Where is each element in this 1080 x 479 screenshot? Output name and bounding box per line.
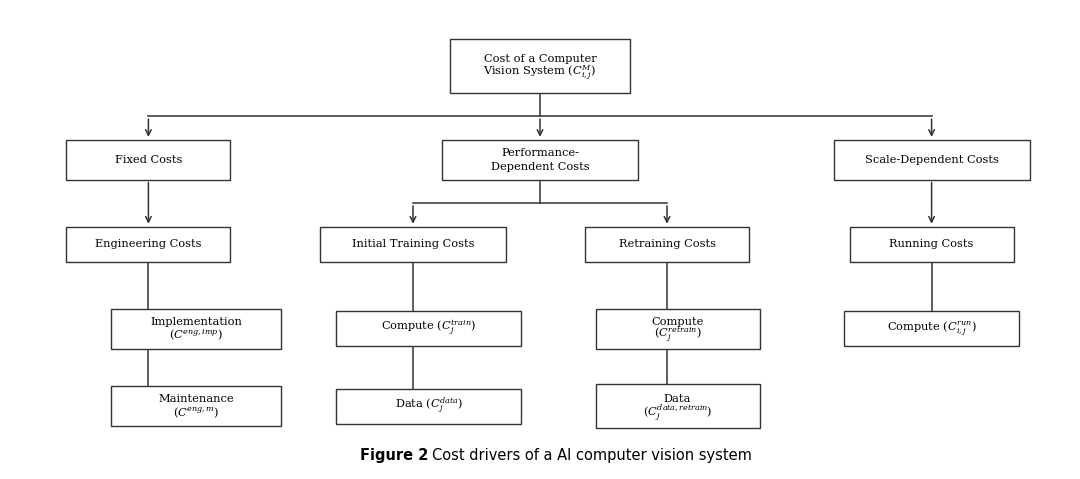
Bar: [845, 311, 1018, 346]
Text: Compute ($C_j^{train}$): Compute ($C_j^{train}$): [381, 319, 476, 338]
Text: Performance-: Performance-: [501, 148, 579, 158]
Text: Initial Training Costs: Initial Training Costs: [352, 239, 474, 249]
Text: Cost of a Computer: Cost of a Computer: [484, 54, 596, 64]
Bar: [336, 388, 522, 424]
Text: ($C_j^{data,retrain}$): ($C_j^{data,retrain}$): [643, 402, 713, 424]
Text: Figure 2: Figure 2: [360, 448, 429, 463]
Text: Dependent Costs: Dependent Costs: [490, 162, 590, 172]
Text: Vision System ($C_{i,j}^{M}$): Vision System ($C_{i,j}^{M}$): [484, 63, 596, 82]
Text: Compute: Compute: [651, 317, 704, 327]
Text: Engineering Costs: Engineering Costs: [95, 239, 202, 249]
Bar: [66, 227, 230, 262]
Bar: [595, 309, 759, 349]
Text: Running Costs: Running Costs: [890, 239, 974, 249]
Bar: [850, 227, 1014, 262]
Text: Cost drivers of a AI computer vision system: Cost drivers of a AI computer vision sys…: [432, 448, 752, 463]
Text: Compute ($C_{i,j}^{run}$): Compute ($C_{i,j}^{run}$): [887, 319, 976, 338]
Bar: [442, 140, 638, 180]
Bar: [834, 140, 1029, 180]
Bar: [595, 384, 759, 428]
Text: Data: Data: [664, 394, 691, 404]
Bar: [111, 309, 281, 349]
Text: Retraining Costs: Retraining Costs: [619, 239, 716, 249]
Bar: [585, 227, 750, 262]
Text: Data ($C_j^{data}$): Data ($C_j^{data}$): [394, 396, 463, 416]
Bar: [450, 39, 630, 93]
Bar: [66, 140, 230, 180]
Bar: [111, 386, 281, 426]
Text: Fixed Costs: Fixed Costs: [114, 155, 183, 165]
Text: ($C^{eng,m}$): ($C^{eng,m}$): [173, 406, 219, 421]
Bar: [321, 227, 505, 262]
Text: ($C^{eng,imp}$): ($C^{eng,imp}$): [170, 328, 222, 343]
Text: Maintenance: Maintenance: [158, 394, 234, 404]
Bar: [336, 311, 522, 346]
Text: Implementation: Implementation: [150, 317, 242, 327]
Text: Scale-Dependent Costs: Scale-Dependent Costs: [865, 155, 999, 165]
Text: ($C_j^{retrain}$): ($C_j^{retrain}$): [653, 326, 701, 345]
